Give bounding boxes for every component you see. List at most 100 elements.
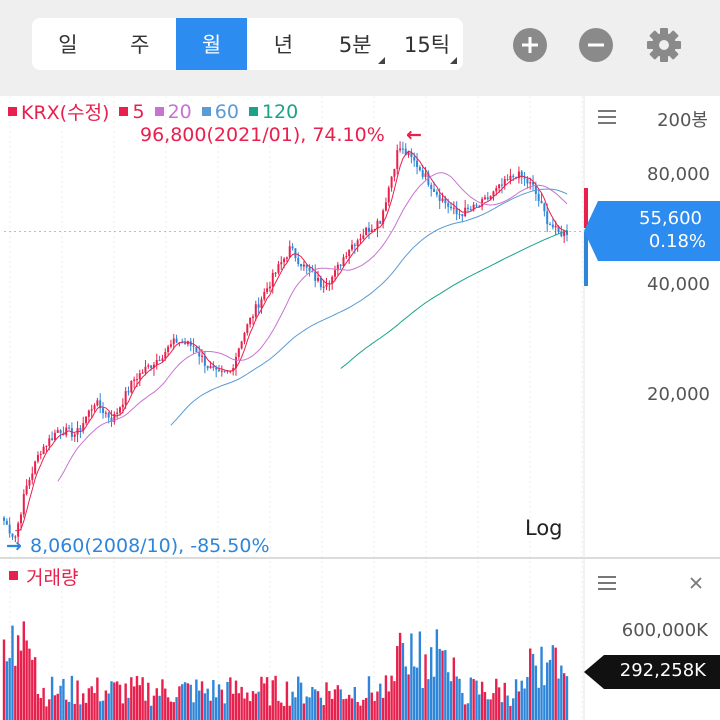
tab-1[interactable]: 주 — [104, 18, 176, 70]
candle-body — [534, 184, 537, 194]
candle-body — [167, 346, 170, 353]
candle-body — [152, 364, 155, 368]
volume-bar — [545, 662, 549, 720]
candle-body — [554, 225, 557, 228]
gear-icon[interactable] — [645, 26, 683, 64]
candle-body — [268, 286, 271, 289]
legend-ma60-marker — [201, 107, 211, 116]
zoom-in-button[interactable] — [513, 28, 547, 62]
candle-body — [469, 208, 472, 210]
volume-bar — [345, 698, 348, 720]
volume-bar — [322, 705, 325, 720]
volume-bar — [523, 688, 526, 720]
volume-bar — [223, 703, 226, 720]
volume-bar — [495, 678, 498, 720]
volume-bar — [155, 688, 158, 720]
volume-bar — [229, 677, 232, 720]
candle-body — [285, 257, 288, 259]
candle-body — [458, 214, 461, 216]
candle-body — [447, 203, 450, 207]
candle-body — [184, 342, 187, 345]
volume-bar — [33, 657, 37, 720]
volume-bar — [84, 702, 88, 720]
chart-menu-icon[interactable] — [598, 110, 616, 124]
candle-body — [243, 332, 246, 342]
volume-bar — [413, 666, 416, 720]
volume-bar — [135, 676, 139, 720]
tab-2[interactable]: 월 — [175, 18, 248, 70]
volume-bar — [291, 691, 294, 720]
volume-bar — [42, 687, 45, 720]
volume-menu-icon[interactable] — [598, 576, 616, 590]
volume-bar — [531, 653, 535, 720]
volume-bar — [311, 686, 314, 720]
volume-bar — [178, 686, 181, 720]
zoom-out-button[interactable] — [579, 28, 613, 62]
volume-bar — [463, 704, 467, 720]
candle-body — [452, 207, 455, 209]
candle-body — [563, 230, 566, 237]
candle-body — [42, 446, 45, 455]
candle-body — [73, 434, 76, 437]
candle-body — [566, 230, 568, 235]
candle-body — [257, 304, 260, 308]
candle-body — [466, 207, 469, 209]
volume-bar — [299, 682, 303, 720]
volume-bar — [152, 695, 156, 720]
volume-bar — [537, 687, 540, 720]
tab-3[interactable]: 년 — [247, 18, 319, 70]
volume-bar — [260, 676, 263, 720]
volume-bar — [438, 648, 441, 720]
volume-bar — [444, 650, 447, 720]
tab-0[interactable]: 일 — [32, 18, 104, 70]
volume-bar — [520, 680, 523, 720]
volume-bar — [401, 642, 405, 720]
volume-bar — [387, 691, 390, 720]
volume-bar — [226, 681, 229, 720]
volume-bar — [5, 661, 9, 720]
candle-body — [181, 342, 184, 344]
volume-bar — [302, 703, 306, 720]
volume-bar — [512, 698, 515, 720]
volume-bar — [565, 676, 569, 720]
candle-body — [317, 278, 320, 281]
log-scale-label[interactable]: Log — [525, 516, 563, 540]
close-icon[interactable] — [688, 575, 704, 591]
volume-bar — [246, 692, 249, 720]
candle-body — [399, 148, 402, 151]
candle-body — [438, 194, 441, 202]
low-annotation: 8,060(2008/10), -85.50% — [30, 535, 270, 557]
tab-label: 15틱 — [404, 33, 451, 57]
volume-bar — [554, 647, 557, 720]
tab-5[interactable]: 15틱 — [391, 18, 463, 70]
volume-bar — [314, 689, 317, 720]
candle-body — [370, 229, 373, 232]
volume-bar — [316, 691, 320, 720]
volume-bar — [189, 684, 192, 720]
volume-bar — [492, 693, 495, 720]
tab-4[interactable]: 5분 — [319, 18, 391, 70]
volume-bar — [192, 702, 195, 720]
candle-body — [495, 188, 498, 192]
low-arrow-icon: → — [6, 535, 22, 557]
price-tick-80000: 80,000 — [647, 164, 710, 185]
candle-body — [226, 371, 229, 373]
volume-bar — [14, 665, 17, 720]
volume-bar — [113, 682, 116, 720]
candle-body — [308, 267, 311, 271]
volume-bar — [203, 693, 207, 720]
volume-bar — [118, 684, 122, 720]
volume-bar — [65, 699, 68, 720]
volume-bar — [28, 648, 31, 720]
price-range-up-marker — [584, 188, 588, 228]
candle-body — [322, 286, 325, 288]
candle-body — [96, 400, 99, 406]
volume-bar — [534, 665, 538, 720]
candle-body — [427, 173, 430, 185]
candle-body — [118, 407, 121, 413]
volume-bar — [452, 657, 456, 720]
candle-body — [339, 264, 342, 266]
volume-bar — [240, 686, 243, 720]
candle-body — [147, 365, 150, 367]
volume-bar — [435, 629, 439, 720]
